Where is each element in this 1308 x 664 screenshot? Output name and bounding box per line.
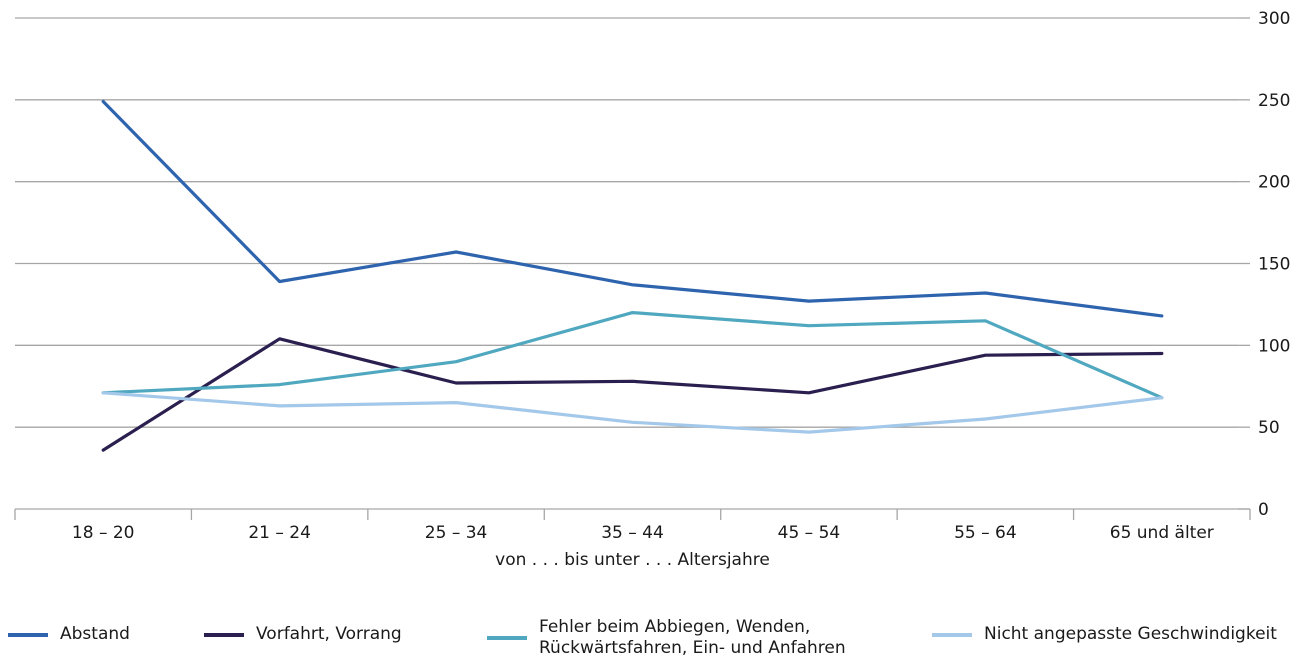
gridlines xyxy=(15,17,1250,510)
series-lines xyxy=(101,99,1164,452)
y-tick-label-250: 250 xyxy=(1258,91,1290,111)
x-tick-label-2: 25 – 34 xyxy=(425,523,488,543)
legend-swatch-vorfahrt xyxy=(204,632,244,637)
legend-swatch-abstand xyxy=(8,632,48,637)
x-tick-label-0: 18 – 20 xyxy=(72,523,135,543)
legend-item-vorfahrt: Vorfahrt, Vorrang xyxy=(204,624,402,645)
legend-label-abstand: Abstand xyxy=(60,624,130,644)
x-tick-label-6: 65 und älter xyxy=(1110,523,1214,543)
legend-label-geschwindigkeit: Nicht angepasste Geschwindigkeit xyxy=(984,624,1277,644)
x-tick-label-4: 45 – 54 xyxy=(778,523,841,543)
legend-label-abbiegen: Fehler beim Abbiegen, Wenden, Rückwärtsf… xyxy=(539,617,846,658)
x-tick-label-1: 21 – 24 xyxy=(248,523,311,543)
y-tick-label-150: 150 xyxy=(1258,255,1290,275)
y-tick-label-0: 0 xyxy=(1258,500,1269,520)
legend-label-vorfahrt: Vorfahrt, Vorrang xyxy=(256,624,402,644)
x-tick-label-3: 35 – 44 xyxy=(601,523,664,543)
y-axis-ticks: 0 50 100 150 200 250 300 xyxy=(1258,9,1290,520)
legend-swatch-geschwindigkeit xyxy=(932,632,972,637)
legend: Abstand Vorfahrt, Vorrang Fehler beim Ab… xyxy=(0,617,1308,664)
series-line-3 xyxy=(101,391,1164,434)
line-chart: 0 50 100 150 200 250 300 18 – 20 21 – 24 25 – 34… xyxy=(14,9,1290,570)
legend-item-abbiegen: Fehler beim Abbiegen, Wenden, Rückwärtsf… xyxy=(487,617,846,659)
y-tick-label-50: 50 xyxy=(1258,418,1280,438)
y-tick-label-200: 200 xyxy=(1258,173,1290,193)
y-tick-label-300: 300 xyxy=(1258,9,1290,29)
x-axis-title: von . . . bis unter . . . Altersjahre xyxy=(495,550,770,570)
y-tick-label-100: 100 xyxy=(1258,336,1290,356)
legend-item-geschwindigkeit: Nicht angepasste Geschwindigkeit xyxy=(932,624,1277,645)
series-line-0 xyxy=(101,99,1164,318)
legend-swatch-abbiegen xyxy=(487,636,527,640)
series-line-1 xyxy=(101,337,1164,452)
series-line-2 xyxy=(101,311,1164,400)
x-tick-label-5: 55 – 64 xyxy=(954,523,1017,543)
x-axis: 18 – 20 21 – 24 25 – 34 35 – 44 45 – 54 55 – … xyxy=(14,508,1251,543)
legend-item-abstand: Abstand xyxy=(8,624,130,645)
